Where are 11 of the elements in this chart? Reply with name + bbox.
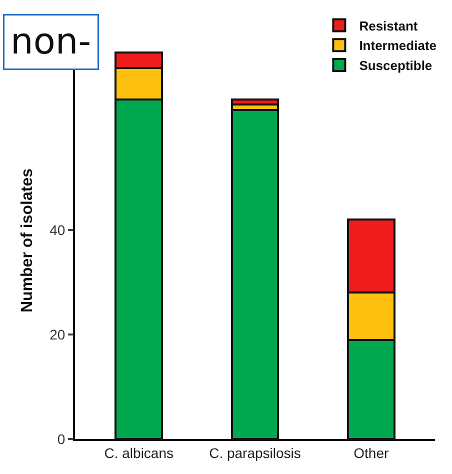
y-tick-label: 40 [50,222,66,238]
x-tick-label: Other [354,444,389,461]
legend-label: Susceptible [359,58,432,74]
annotation: non- [10,22,92,62]
y-tick-label: 20 [50,326,66,342]
y-tick-label: 0 [57,430,66,447]
legend-label: Intermediate [359,38,437,54]
x-tick-label: C. albicans [104,444,174,461]
y-axis-title: Number of isolates [19,168,36,313]
legend-label: Resistant [359,18,418,34]
x-tick-label: C. parapsilosis [209,444,301,461]
